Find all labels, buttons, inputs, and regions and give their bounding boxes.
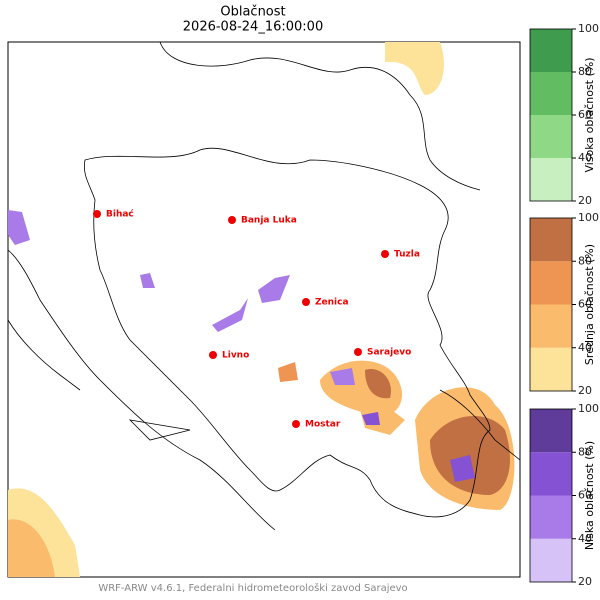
colorbar-tick-label: 80 — [578, 254, 592, 267]
city-marker — [292, 420, 300, 428]
city-marker — [381, 250, 389, 258]
cloud-areas — [8, 42, 515, 577]
city-label: Bihać — [106, 209, 134, 220]
city-marker — [93, 210, 101, 218]
colorbar-tick-label: 100 — [578, 22, 599, 35]
colorbar-label: Niska oblačnost (%) — [583, 441, 596, 550]
city-marker — [228, 216, 236, 224]
city-label: Tuzla — [394, 250, 420, 260]
colorbar-segment — [530, 218, 572, 262]
colorbar-segment — [530, 495, 572, 539]
colorbar-tick-label: 60 — [578, 108, 592, 121]
colorbar-segment — [530, 115, 572, 158]
colorbar-tick-label: 60 — [578, 298, 592, 311]
colorbar-tick-label: 60 — [578, 489, 592, 502]
city-label: Livno — [222, 351, 249, 361]
colorbar-segment — [530, 29, 572, 72]
colorbar-segment — [530, 409, 572, 453]
cities: Bihać Banja Luka Tuzla Zenica Livno Sarajevo M… — [93, 209, 420, 430]
colorbar-label: Srednja oblačnost (%) — [583, 244, 596, 365]
city-label: Mostar — [305, 420, 341, 430]
city-label: Banja Luka — [241, 216, 297, 226]
colorbar-segment — [530, 72, 572, 115]
city-label: Zenica — [315, 298, 349, 308]
colorbar-segment — [530, 158, 572, 201]
colorbar-tick-label: 20 — [578, 575, 592, 588]
colorbar-tick-label: 100 — [578, 402, 599, 415]
colorbar-tick-label: 40 — [578, 151, 592, 164]
colorbar-tick-label: 80 — [578, 65, 592, 78]
colorbar-label: Visoka oblačnost (%) — [583, 57, 596, 172]
city-label: Sarajevo — [367, 348, 411, 358]
city-marker — [302, 298, 310, 306]
colorbar-segment — [530, 452, 572, 496]
colorbar-tick-label: 40 — [578, 341, 592, 354]
colorbar-tick-label: 40 — [578, 532, 592, 545]
colorbar-segment — [530, 347, 572, 391]
colorbar-tick-label: 20 — [578, 194, 592, 207]
city-marker — [354, 348, 362, 356]
borders — [7, 41, 521, 531]
map — [7, 41, 521, 578]
city-marker — [209, 351, 217, 359]
colorbars: 20 40 60 80 100 Visoka oblačnost (%) 20 40 60 80 1… — [529, 22, 599, 588]
colorbar-segment — [530, 538, 572, 582]
colorbar-tick-label: 20 — [578, 384, 592, 397]
colorbar-tick-label: 80 — [578, 445, 592, 458]
footer: WRF-ARW v4.6.1, Federalni hidrometeorolo… — [98, 582, 407, 594]
colorbar-tick-label: 100 — [578, 211, 599, 224]
subtitle: 2026-08-24_16:00:00 — [183, 20, 323, 35]
colorbar-segment — [530, 304, 572, 348]
title: Oblačnost — [220, 5, 285, 20]
colorbar-segment — [530, 261, 572, 305]
map-frame — [7, 41, 521, 578]
